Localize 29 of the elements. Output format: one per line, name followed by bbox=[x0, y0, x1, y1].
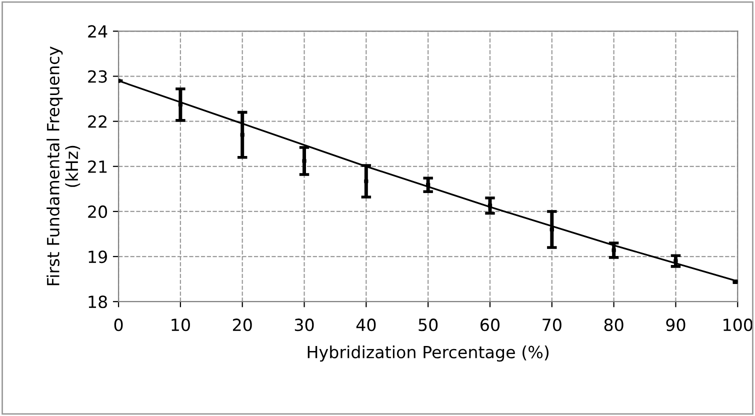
x-tick-label: 20 bbox=[232, 318, 252, 332]
x-tick-label: 70 bbox=[542, 318, 562, 332]
x-tick-label: 90 bbox=[666, 318, 686, 332]
point bbox=[178, 102, 183, 107]
point bbox=[302, 158, 306, 164]
y-tick-label: 22 bbox=[88, 115, 106, 128]
y-tick-label: 23 bbox=[88, 70, 107, 83]
y-tick-label: 21 bbox=[88, 160, 107, 173]
point bbox=[364, 179, 368, 184]
y-axis-title: First Fundamental Frequency (kHz) bbox=[46, 46, 80, 286]
x-tick-label: 80 bbox=[604, 318, 624, 332]
point bbox=[612, 248, 616, 252]
x-tick-label: 10 bbox=[172, 318, 190, 332]
y-tick-label: 24 bbox=[88, 25, 108, 38]
y-tick-label: 19 bbox=[88, 250, 107, 264]
x-axis-title: Hybridization Percentage (%) bbox=[308, 346, 549, 362]
x-tick-label: 50 bbox=[418, 318, 438, 332]
point bbox=[550, 227, 554, 232]
x-tick-label: 40 bbox=[356, 318, 376, 332]
point bbox=[674, 258, 678, 264]
x-tick-label: 60 bbox=[480, 318, 500, 332]
point bbox=[426, 182, 430, 187]
x-tick-label: 0 bbox=[114, 318, 123, 332]
x-tick-label: 30 bbox=[294, 318, 314, 332]
y-tick-label: 20 bbox=[88, 205, 108, 218]
y-tick-label: 18 bbox=[88, 296, 107, 308]
point bbox=[240, 132, 244, 137]
x-tick-label: 100 bbox=[724, 318, 752, 332]
point bbox=[488, 204, 492, 208]
